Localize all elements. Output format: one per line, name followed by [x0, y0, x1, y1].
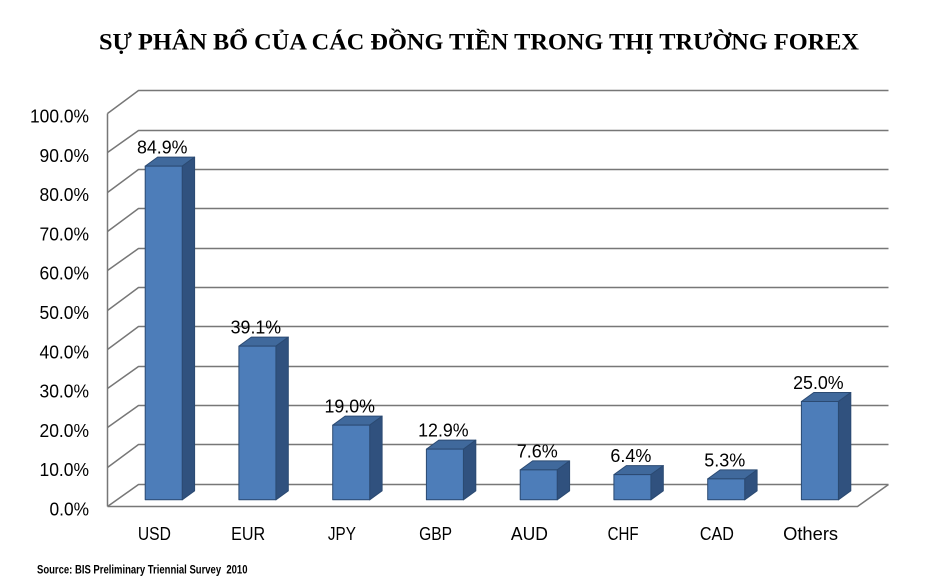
svg-text:0.0%: 0.0%: [50, 499, 90, 520]
svg-text:50.0%: 50.0%: [40, 302, 90, 323]
svg-text:40.0%: 40.0%: [40, 341, 90, 362]
svg-text:12.9%: 12.9%: [418, 420, 469, 441]
svg-text:USD: USD: [138, 523, 171, 544]
svg-text:70.0%: 70.0%: [40, 223, 90, 244]
svg-text:GBP: GBP: [419, 523, 452, 544]
svg-text:CAD: CAD: [700, 523, 734, 544]
svg-text:39.1%: 39.1%: [231, 317, 282, 338]
svg-text:5.3%: 5.3%: [704, 449, 745, 470]
svg-text:20.0%: 20.0%: [40, 420, 90, 441]
svg-text:CHF: CHF: [608, 523, 639, 544]
svg-text:100.0%: 100.0%: [30, 106, 89, 127]
svg-text:EUR: EUR: [231, 523, 265, 544]
svg-text:Others: Others: [783, 523, 838, 544]
svg-text:Source: BIS Preliminary Trienn: Source: BIS Preliminary Triennial Survey…: [37, 565, 248, 577]
svg-text:AUD: AUD: [511, 523, 548, 544]
svg-text:60.0%: 60.0%: [40, 263, 90, 284]
svg-text:25.0%: 25.0%: [793, 372, 844, 393]
svg-text:19.0%: 19.0%: [324, 396, 375, 417]
svg-text:30.0%: 30.0%: [40, 381, 90, 402]
svg-text:JPY: JPY: [328, 523, 356, 544]
svg-text:10.0%: 10.0%: [40, 459, 90, 480]
svg-text:7.6%: 7.6%: [517, 440, 558, 461]
svg-text:80.0%: 80.0%: [40, 184, 90, 205]
svg-text:6.4%: 6.4%: [610, 445, 651, 466]
svg-text:90.0%: 90.0%: [40, 145, 90, 166]
svg-text:SỰ PHÂN BỔ CỦA CÁC ĐỒNG TIỀN T: SỰ PHÂN BỔ CỦA CÁC ĐỒNG TIỀN TRONG THỊ T…: [99, 29, 859, 56]
svg-text:84.9%: 84.9%: [137, 137, 188, 158]
